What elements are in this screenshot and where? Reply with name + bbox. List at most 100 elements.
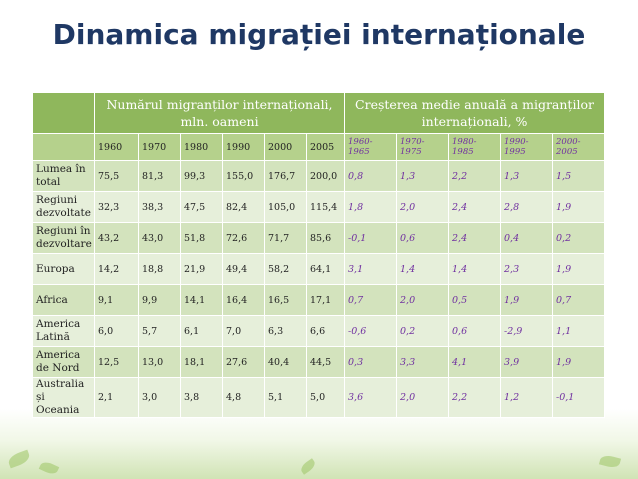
growth-rate-cell: -0,6 bbox=[344, 315, 397, 347]
table-row: Europa 14,2 18,8 21,9 49,4 58,2 64,1 3,1 1,4 1,4 2… bbox=[32, 253, 605, 285]
migrant-count-cell: 18,8 bbox=[138, 253, 181, 285]
migrant-count-cell: 64,1 bbox=[306, 253, 345, 285]
header-corner-cell bbox=[32, 92, 95, 134]
period-header: 1960- 1965 bbox=[344, 133, 397, 161]
year-header: 1970 bbox=[138, 133, 181, 161]
growth-rate-cell: 0,4 bbox=[500, 222, 553, 254]
migrant-count-cell: 13,0 bbox=[138, 346, 181, 378]
migrant-count-cell: 14,2 bbox=[94, 253, 139, 285]
growth-rate-cell: 4,1 bbox=[448, 346, 501, 378]
migrant-count-cell: 85,6 bbox=[306, 222, 345, 254]
growth-rate-cell: 2,8 bbox=[500, 191, 553, 223]
migrant-count-cell: 72,6 bbox=[222, 222, 265, 254]
subheader-blank-cell bbox=[32, 133, 95, 161]
migrant-count-cell: 155,0 bbox=[222, 160, 265, 192]
year-header: 1990 bbox=[222, 133, 265, 161]
subheader-row: 1960 1970 1980 1990 2000 2005 1960- 1965 1970- … bbox=[32, 133, 605, 161]
migrant-count-cell: 3,8 bbox=[180, 377, 223, 418]
migrant-count-cell: 71,7 bbox=[264, 222, 307, 254]
region-name: America Latină bbox=[32, 315, 95, 347]
migrant-count-cell: 6,6 bbox=[306, 315, 345, 347]
migrant-count-cell: 38,3 bbox=[138, 191, 181, 223]
growth-rate-cell: 1,8 bbox=[344, 191, 397, 223]
growth-rate-cell: 1,3 bbox=[396, 160, 449, 192]
growth-rate-cell: 2,4 bbox=[448, 191, 501, 223]
growth-rate-cell: -2,9 bbox=[500, 315, 553, 347]
migrant-count-cell: 43,2 bbox=[94, 222, 139, 254]
growth-rate-cell: 3,3 bbox=[396, 346, 449, 378]
migrant-count-cell: 5,7 bbox=[138, 315, 181, 347]
migrant-count-cell: 6,0 bbox=[94, 315, 139, 347]
migrant-count-cell: 21,9 bbox=[180, 253, 223, 285]
migrant-count-cell: 16,5 bbox=[264, 284, 307, 316]
growth-rate-cell: 1,9 bbox=[552, 253, 605, 285]
growth-rate-cell: 0,2 bbox=[396, 315, 449, 347]
region-name: Africa bbox=[32, 284, 95, 316]
growth-rate-cell: 1,9 bbox=[552, 191, 605, 223]
growth-rate-cell: 0,5 bbox=[448, 284, 501, 316]
growth-rate-cell: 1,4 bbox=[448, 253, 501, 285]
growth-rate-cell: 0,7 bbox=[344, 284, 397, 316]
growth-rate-cell: 2,0 bbox=[396, 191, 449, 223]
growth-rate-cell: 1,9 bbox=[552, 346, 605, 378]
migrant-count-cell: 47,5 bbox=[180, 191, 223, 223]
migrant-count-cell: 12,5 bbox=[94, 346, 139, 378]
growth-rate-cell: 1,5 bbox=[552, 160, 605, 192]
growth-rate-cell: 0,2 bbox=[552, 222, 605, 254]
growth-rate-cell: 3,6 bbox=[344, 377, 397, 418]
migrant-count-cell: 99,3 bbox=[180, 160, 223, 192]
migrant-count-cell: 176,7 bbox=[264, 160, 307, 192]
migrant-count-cell: 49,4 bbox=[222, 253, 265, 285]
migrant-count-cell: 2,1 bbox=[94, 377, 139, 418]
growth-rate-cell: 1,4 bbox=[396, 253, 449, 285]
table-body: 1960 1970 1980 1990 2000 2005 1960- 1965 1970- … bbox=[32, 133, 605, 418]
growth-rate-cell: 3,9 bbox=[500, 346, 553, 378]
region-name: America de Nord bbox=[32, 346, 95, 378]
growth-rate-cell: 1,9 bbox=[500, 284, 553, 316]
migrant-count-cell: 18,1 bbox=[180, 346, 223, 378]
migrant-count-cell: 115,4 bbox=[306, 191, 345, 223]
growth-rate-cell: 2,2 bbox=[448, 160, 501, 192]
migrant-count-cell: 43,0 bbox=[138, 222, 181, 254]
table-row: America de Nord 12,5 13,0 18,1 27,6 40,4 44,5 0… bbox=[32, 346, 605, 378]
region-name: Europa bbox=[32, 253, 95, 285]
table-row: America Latină 6,0 5,7 6,1 7,0 6,3 6,6 -0,6 0,2 0… bbox=[32, 315, 605, 347]
growth-rate-cell: 0,6 bbox=[396, 222, 449, 254]
growth-rate-cell: 0,8 bbox=[344, 160, 397, 192]
page-title: Dinamica migrației internaționale bbox=[52, 18, 586, 51]
table-row: Regiuni dezvoltate 32,3 38,3 47,5 82,4 105,0 1… bbox=[32, 191, 605, 223]
period-header: 2000- 2005 bbox=[552, 133, 605, 161]
migrant-count-cell: 4,8 bbox=[222, 377, 265, 418]
growth-rate-cell: 1,1 bbox=[552, 315, 605, 347]
year-header: 1960 bbox=[94, 133, 139, 161]
growth-rate-cell: 1,3 bbox=[500, 160, 553, 192]
growth-rate-cell: 0,6 bbox=[448, 315, 501, 347]
growth-rate-cell: 2,0 bbox=[396, 284, 449, 316]
migrant-count-cell: 44,5 bbox=[306, 346, 345, 378]
growth-rate-cell: 2,3 bbox=[500, 253, 553, 285]
table-row: Africa 9,1 9,9 14,1 16,4 16,5 17,1 0,7 2,0 0,5 1,9… bbox=[32, 284, 605, 316]
migrant-count-cell: 5,0 bbox=[306, 377, 345, 418]
migrant-count-cell: 5,1 bbox=[264, 377, 307, 418]
region-name: Regiuni dezvoltate bbox=[32, 191, 95, 223]
migrant-count-cell: 9,9 bbox=[138, 284, 181, 316]
migration-table: Numărul migranților internaționali, mln.… bbox=[32, 92, 605, 418]
migrant-count-cell: 82,4 bbox=[222, 191, 265, 223]
region-name: Regiuni în dezvoltare bbox=[32, 222, 95, 254]
year-header: 1980 bbox=[180, 133, 223, 161]
migrant-count-cell: 14,1 bbox=[180, 284, 223, 316]
decorative-grass-background bbox=[0, 409, 638, 479]
growth-rate-cell: 1,2 bbox=[500, 377, 553, 418]
migrant-count-cell: 6,1 bbox=[180, 315, 223, 347]
migrant-count-cell: 7,0 bbox=[222, 315, 265, 347]
migrant-count-cell: 27,6 bbox=[222, 346, 265, 378]
growth-rate-cell: 0,7 bbox=[552, 284, 605, 316]
migrant-count-cell: 16,4 bbox=[222, 284, 265, 316]
period-header: 1980- 1985 bbox=[448, 133, 501, 161]
growth-rate-cell: 2,0 bbox=[396, 377, 449, 418]
table-row: Lumea în total 75,5 81,3 99,3 155,0 176,7 200,… bbox=[32, 160, 605, 192]
migrant-count-cell: 40,4 bbox=[264, 346, 307, 378]
migrant-count-cell: 9,1 bbox=[94, 284, 139, 316]
period-header: 1970- 1975 bbox=[396, 133, 449, 161]
migrant-count-cell: 32,3 bbox=[94, 191, 139, 223]
